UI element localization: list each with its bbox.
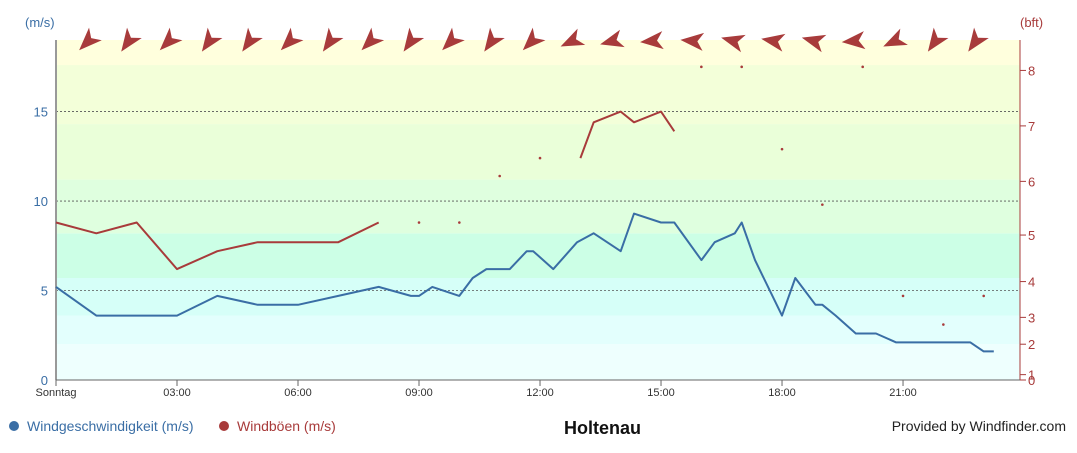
y-left-tick-label: 10 [34,194,48,209]
wind-direction-arrow-icon [442,27,465,51]
y-right-tick-label: 6 [1028,174,1035,189]
series-line-1-0 [55,221,380,271]
y-right-tick-label: 4 [1028,275,1035,290]
y-right-tick-label: 0 [1028,373,1035,388]
legend-label-speed: Windgeschwindigkeit (m/s) [27,418,194,434]
series-point-1 [780,147,784,151]
wind-direction-arrow-icon [361,27,385,51]
y-right-tick-label: 8 [1028,63,1035,78]
beaufort-band-7 [56,40,1020,66]
series-point-1 [417,221,421,224]
series-point-1 [942,323,945,326]
beaufort-band-2 [56,278,1020,316]
wind-direction-arrow-icon [560,28,586,47]
series-lines [55,65,994,353]
x-tick-label: 12:00 [526,387,554,399]
y-right-tick-label: 5 [1028,228,1035,243]
beaufort-band-4 [56,179,1020,234]
credit-link[interactable]: Provided by Windfinder.com [891,418,1066,434]
wind-direction-arrow-icon [280,27,304,51]
wind-direction-arrow-icon [927,27,949,52]
series-point-1 [821,203,824,206]
x-tick-label: 18:00 [768,387,796,399]
legend-dot-gusts [219,421,229,431]
x-tick-label: 15:00 [647,387,675,399]
wind-direction-arrow-icon [680,32,705,51]
wind-direction-arrow-icon [79,27,102,51]
series-point-1 [740,65,743,69]
x-tick-label: 21:00 [889,387,917,399]
series-point-1 [861,65,864,69]
y-left-tick-label: 15 [34,105,48,120]
y-right-unit: (bft) [1020,15,1043,30]
wind-direction-arrow-icon [640,31,664,50]
legend-label-gusts: Windböen (m/s) [237,418,336,434]
series-point-1 [700,65,703,69]
x-tick-label: 06:00 [284,387,312,399]
series-point-1 [498,174,501,178]
beaufort-band-0 [56,344,1020,380]
series-line-0-0 [55,212,994,353]
wind-direction-arrow-icon [721,34,746,53]
legend-dot-speed [9,421,19,431]
y-left-tick-label: 5 [41,284,48,299]
x-tick-label: 03:00 [163,387,191,399]
series-point-1 [982,294,985,298]
wind-direction-arrow-icon [522,27,546,51]
y-right-tick-label: 2 [1028,337,1035,352]
wind-direction-arrow-icon [801,34,827,53]
wind-direction-arrow-icon [121,27,142,52]
wind-direction-arrow-icon [841,31,866,50]
wind-direction-arrows [79,27,989,53]
wind-direction-arrow-icon [242,27,263,52]
y-right-tick-label: 1 [1028,368,1035,383]
series-line-1-1 [579,110,676,159]
series-point-1 [458,221,461,224]
legend-item-gusts[interactable]: Windböen (m/s) [219,418,336,434]
x-tick-label: Sonntag [36,387,77,399]
wind-direction-arrow-icon [883,28,908,47]
grid-lines [56,111,1020,291]
series-point-1 [901,294,905,298]
wind-direction-arrow-icon [600,29,625,48]
wind-direction-arrow-icon [403,27,425,52]
y-left-tick-label: 0 [41,373,48,388]
wind-direction-arrow-icon [484,27,505,52]
wind-direction-arrow-icon [968,27,989,52]
beaufort-bands [56,40,1020,380]
beaufort-band-5 [56,124,1020,180]
wind-direction-arrow-icon [201,27,223,52]
wind-direction-arrow-icon [322,27,344,52]
y-right-tick-label: 3 [1028,310,1035,325]
wind-direction-arrow-icon [761,33,786,52]
y-right-tick-label: 7 [1028,119,1035,134]
y-left-unit: (m/s) [25,15,55,30]
x-tick-label: 09:00 [405,387,433,399]
wind-direction-arrow-icon [159,27,183,51]
beaufort-band-1 [56,315,1020,345]
legend-item-speed[interactable]: Windgeschwindigkeit (m/s) [9,418,194,434]
chart-title: Holtenau [563,418,641,438]
series-point-1 [538,156,542,160]
beaufort-band-6 [56,65,1020,125]
